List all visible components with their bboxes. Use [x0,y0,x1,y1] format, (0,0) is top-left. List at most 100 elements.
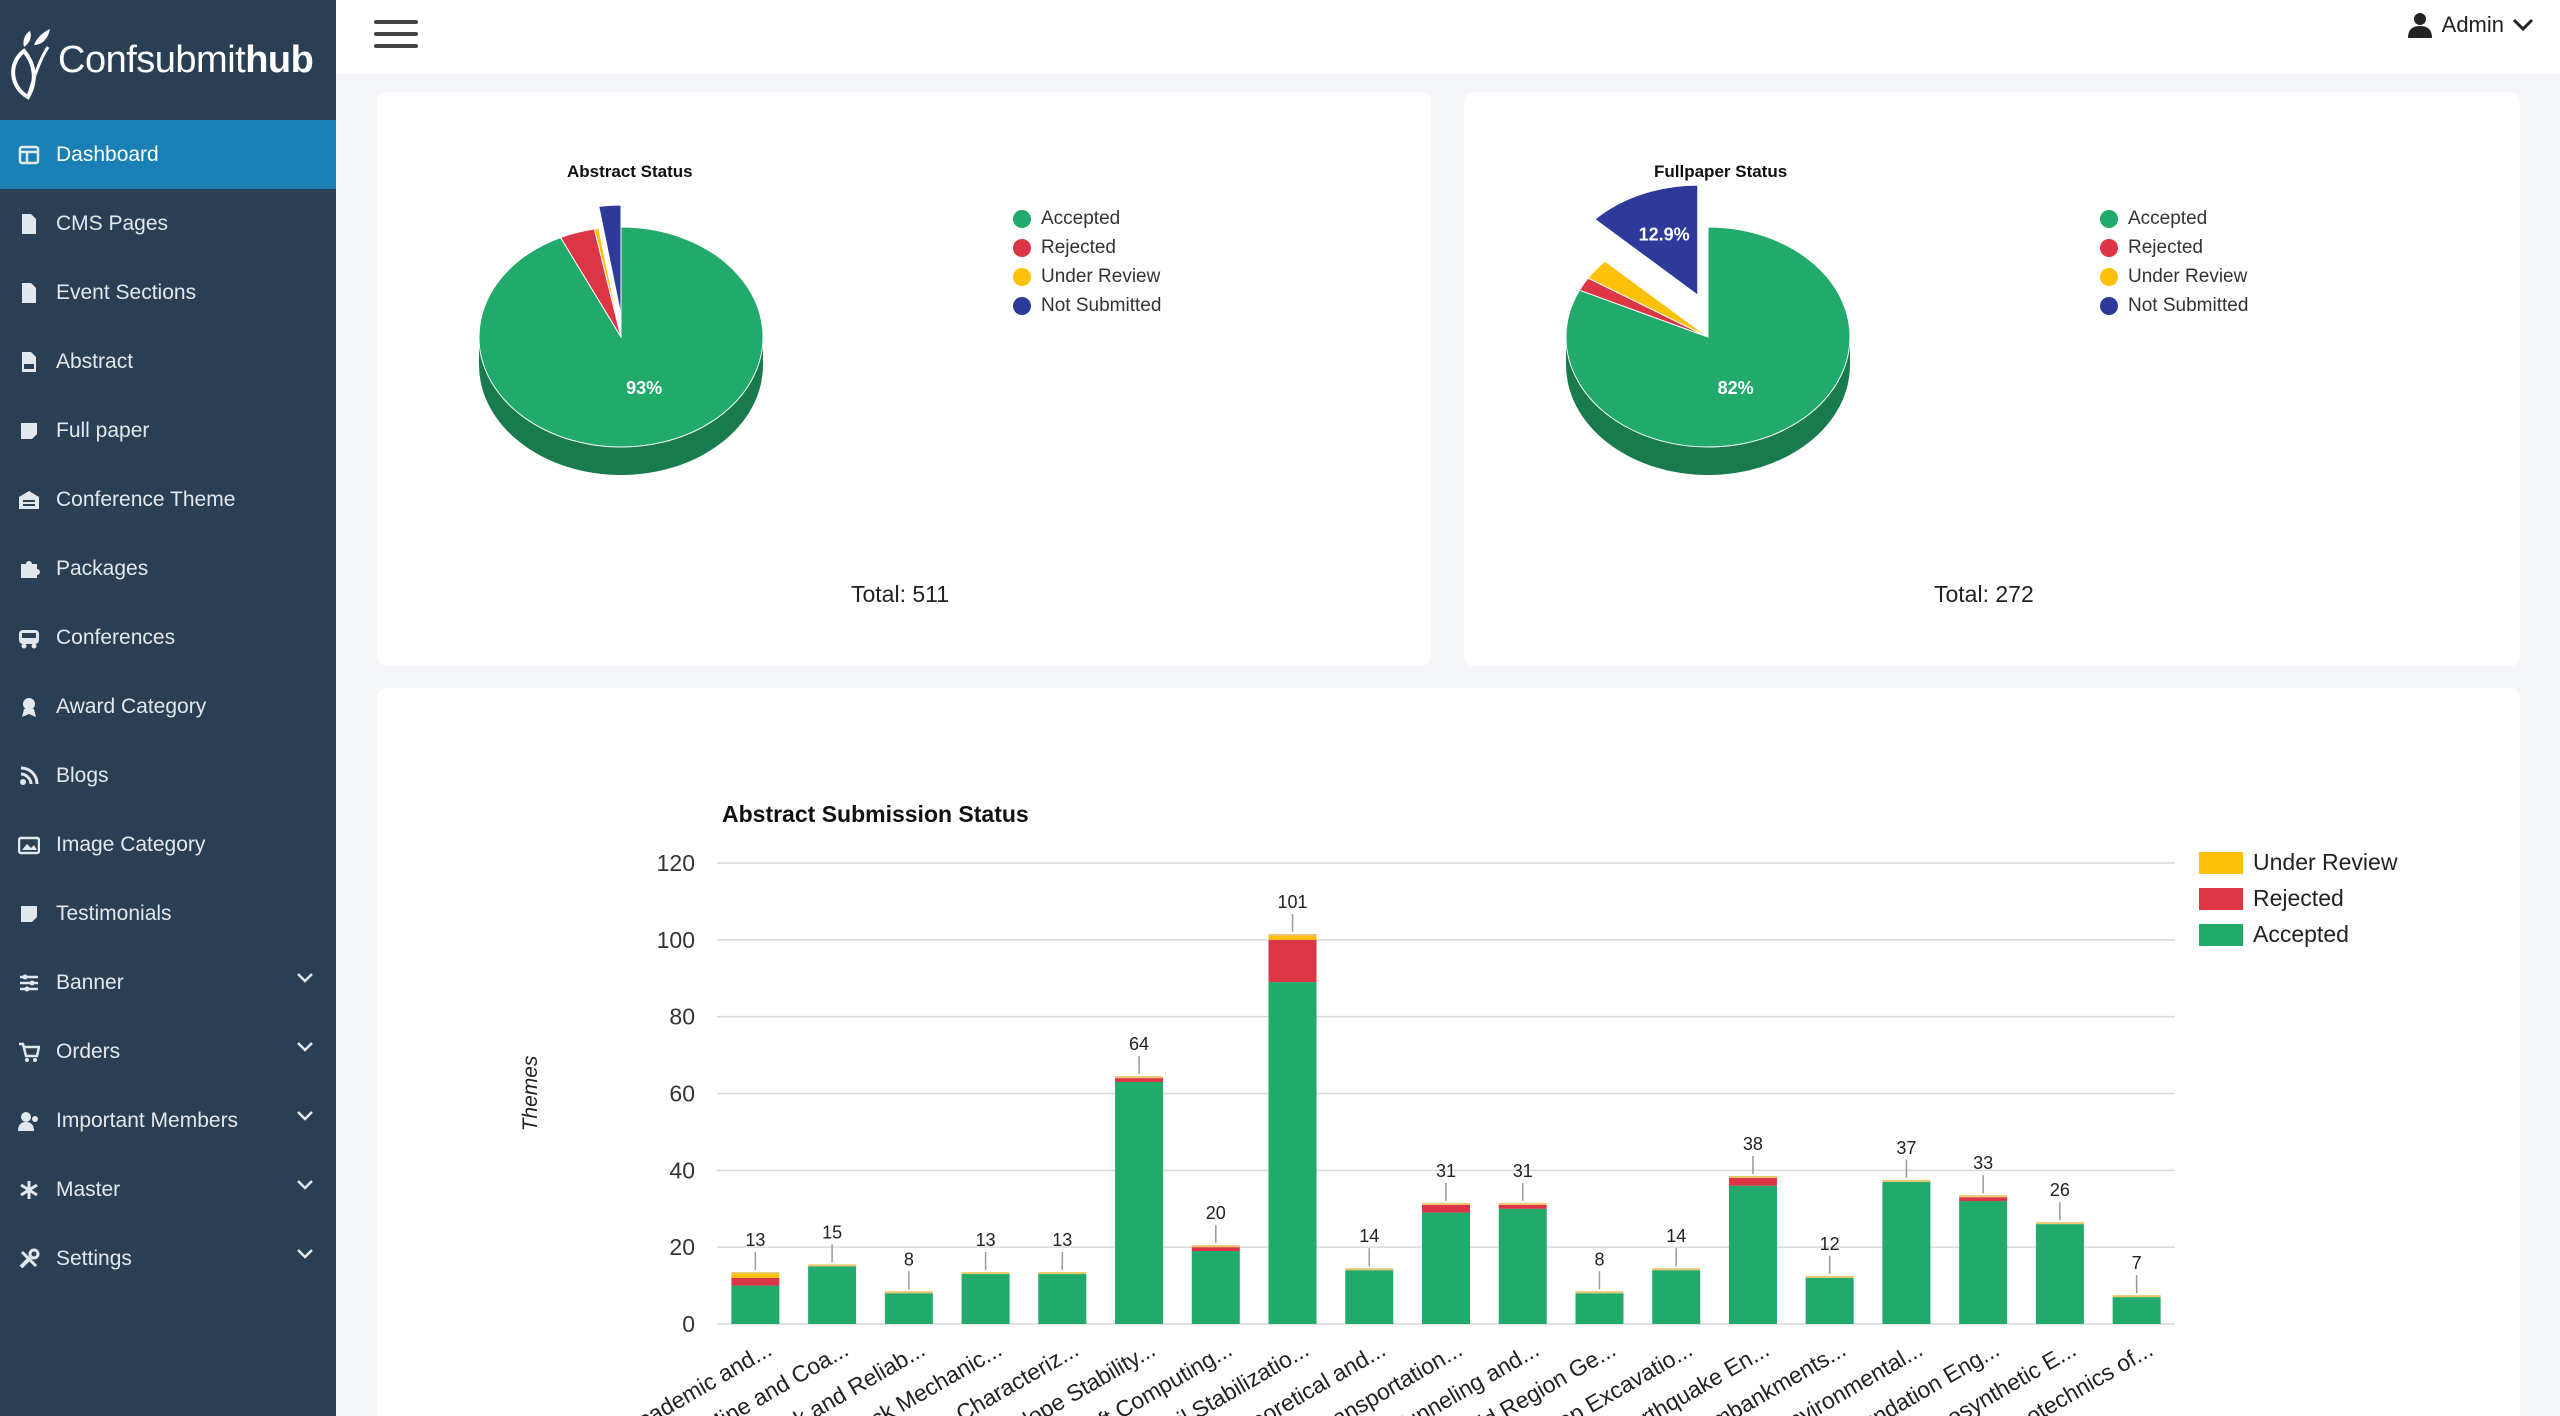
sidebar-item-settings[interactable]: Settings [0,1224,336,1293]
bar-total-label: 31 [1513,1161,1533,1181]
bar-total-label: 15 [822,1222,842,1242]
pie-data-label: 93% [626,378,662,398]
note-icon [18,420,40,442]
bar-total-label: 13 [1052,1230,1072,1250]
legend-item-not-submitted[interactable]: Not Submitted [1013,291,1161,320]
bar-segment-under-review[interactable] [1268,935,1317,940]
bar-segment-accepted[interactable] [1805,1277,1854,1324]
bar-segment-accepted[interactable] [1498,1208,1547,1324]
pie-slice-not-submitted[interactable] [598,204,622,316]
bar-segment-accepted[interactable] [2035,1224,2084,1324]
image-icon [18,834,40,856]
legend-item-not-submitted[interactable]: Not Submitted [2100,291,2248,320]
bar-segment-rejected[interactable] [731,1277,780,1286]
chevron-down-icon [2512,18,2534,32]
sidebar-item-testimonials[interactable]: Testimonials [0,879,336,948]
bar-total-label: 101 [1278,892,1308,912]
bar-total-label: 14 [1359,1226,1379,1246]
bar-segment-accepted[interactable] [808,1266,857,1324]
legend-swatch [2100,296,2118,315]
pdf-icon [18,351,40,373]
dashboard-icon [18,144,40,166]
sidebar-item-label: Banner [56,970,124,994]
cart-icon [18,1041,40,1063]
bar-segment-accepted[interactable] [1959,1201,2008,1324]
puzzle-icon [18,558,40,580]
fullpaper-status-card: Fullpaper Status 82% 12.9% Accepted Rejec… [1464,92,2520,666]
bar-segment-accepted[interactable] [1191,1251,1240,1324]
legend-swatch [1013,238,1031,257]
user-menu[interactable]: Admin [2407,12,2544,38]
sidebar-item-image-category[interactable]: Image Category [0,810,336,879]
bar-segment-accepted[interactable] [1268,982,1317,1324]
bar-segment-under-review[interactable] [731,1274,780,1278]
sidebar-item-packages[interactable]: Packages [0,534,336,603]
bar-cap [1038,1272,1087,1275]
bar-segment-rejected[interactable] [1728,1178,1777,1186]
bar-segment-rejected[interactable] [1498,1204,1547,1209]
bar-segment-accepted[interactable] [961,1274,1010,1324]
legend-label[interactable]: Rejected [2253,885,2344,911]
sidebar-item-event-sections[interactable]: Event Sections [0,258,336,327]
sidebar-item-dashboard[interactable]: Dashboard [0,120,336,189]
bar-segment-accepted[interactable] [1652,1270,1701,1324]
bar-cap [1115,1076,1164,1079]
sidebar-item-cms-pages[interactable]: CMS Pages [0,189,336,258]
sidebar-item-master[interactable]: Master [0,1155,336,1224]
bar-total-label: 13 [745,1230,765,1250]
pie-slice-under-review[interactable] [1587,260,1709,338]
bar-segment-rejected[interactable] [1115,1078,1164,1082]
sidebar: Confsubmithub Dashboard CMS Pages Event Se… [0,0,336,1416]
sidebar-item-blogs[interactable]: Blogs [0,741,336,810]
sidebar-item-important-members[interactable]: Important Members [0,1086,336,1155]
brand-logo[interactable]: Confsubmithub [0,0,336,120]
sidebar-item-conferences[interactable]: Conferences [0,603,336,672]
bar-segment-accepted[interactable] [1575,1293,1624,1324]
legend-item-under-review[interactable]: Under Review [1013,262,1161,291]
legend-label[interactable]: Under Review [2253,849,2398,875]
bar-segment-accepted[interactable] [1882,1181,1931,1324]
bar-cap [961,1272,1010,1275]
bar-segment-accepted[interactable] [1728,1185,1777,1324]
users-icon [18,1110,40,1132]
sidebar-item-orders[interactable]: Orders [0,1017,336,1086]
sidebar-item-label: Award Category [56,694,207,718]
bar-segment-accepted[interactable] [2112,1297,2161,1324]
bus-icon [18,627,40,649]
pie-slice-not-submitted[interactable] [1594,184,1699,297]
bar-segment-accepted[interactable] [1038,1274,1087,1324]
menu-toggle-button[interactable] [374,20,418,52]
abstract-status-pie-chart: 93% [478,204,764,475]
bar-segment-accepted[interactable] [884,1293,933,1324]
bar-cap [1728,1176,1777,1179]
warehouse-icon [18,489,40,511]
legend-item-rejected[interactable]: Rejected [1013,233,1161,262]
legend-item-accepted[interactable]: Accepted [2100,204,2248,233]
legend-item-accepted[interactable]: Accepted [1013,204,1161,233]
sidebar-item-conference-theme[interactable]: Conference Theme [0,465,336,534]
bar-segment-accepted[interactable] [1115,1081,1164,1324]
sidebar-item-award-category[interactable]: Award Category [0,672,336,741]
bar-segment-accepted[interactable] [731,1285,780,1324]
pie-slice-under-review[interactable] [593,227,622,338]
sidebar-item-full-paper[interactable]: Full paper [0,396,336,465]
legend-label: Under Review [1041,265,1161,287]
bar-segment-rejected[interactable] [1268,939,1317,983]
legend-label: Accepted [1041,207,1121,229]
bar-segment-rejected[interactable] [1422,1204,1470,1213]
legend-item-under-review[interactable]: Under Review [2100,262,2248,291]
legend-label[interactable]: Accepted [2253,921,2349,947]
legend-swatch [2100,238,2118,257]
sidebar-item-label: Master [56,1177,121,1201]
bar-segment-rejected[interactable] [1191,1247,1240,1252]
bar-segment-rejected[interactable] [1959,1197,2008,1202]
legend-item-rejected[interactable]: Rejected [2100,233,2248,262]
y-tick-label: 0 [682,1311,695,1337]
sidebar-item-abstract[interactable]: Abstract [0,327,336,396]
bar-total-label: 14 [1666,1226,1686,1246]
award-icon [18,696,40,718]
sidebar-item-banner[interactable]: Banner [0,948,336,1017]
bar-segment-accepted[interactable] [1345,1270,1394,1324]
bar-cap [1575,1291,1624,1294]
bar-segment-accepted[interactable] [1422,1212,1470,1324]
